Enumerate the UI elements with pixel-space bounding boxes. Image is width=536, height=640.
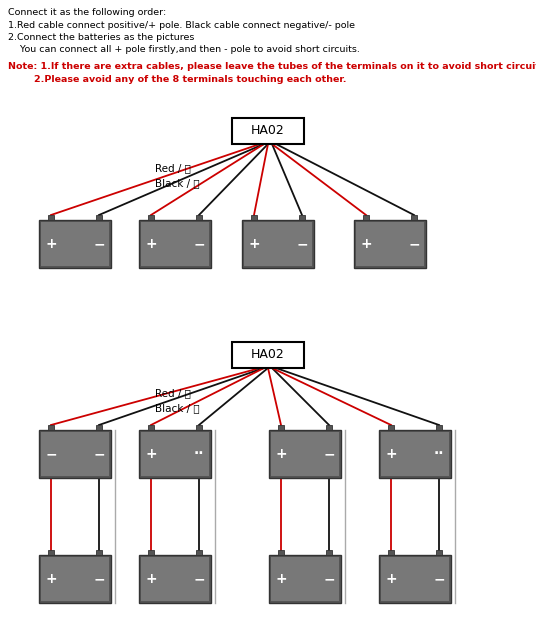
Bar: [196, 550, 202, 555]
Text: +: +: [145, 237, 157, 251]
Bar: [41, 222, 109, 266]
Text: −: −: [296, 237, 308, 251]
Text: ··: ··: [193, 447, 204, 461]
Bar: [379, 555, 451, 603]
Bar: [196, 425, 202, 430]
Bar: [271, 557, 339, 601]
Bar: [436, 550, 442, 555]
Text: You can connect all + pole firstly,and then - pole to avoid short circuits.: You can connect all + pole firstly,and t…: [8, 45, 360, 54]
Bar: [363, 215, 369, 220]
Bar: [278, 550, 284, 555]
Bar: [388, 425, 394, 430]
Bar: [141, 557, 209, 601]
Bar: [96, 550, 102, 555]
Text: +: +: [45, 237, 57, 251]
Bar: [278, 425, 284, 430]
Text: HA02: HA02: [251, 349, 285, 362]
Bar: [388, 550, 394, 555]
Bar: [379, 430, 451, 478]
Text: Red / 红: Red / 红: [155, 388, 191, 398]
Text: −: −: [45, 447, 57, 461]
Bar: [196, 215, 202, 220]
Bar: [141, 222, 209, 266]
Text: +: +: [385, 447, 397, 461]
Bar: [48, 550, 54, 555]
Text: 1.Red cable connect positive/+ pole. Black cable connect negative/- pole: 1.Red cable connect positive/+ pole. Bla…: [8, 20, 355, 29]
Bar: [436, 425, 442, 430]
Text: −: −: [323, 447, 335, 461]
Text: +: +: [145, 572, 157, 586]
Text: −: −: [408, 237, 420, 251]
Bar: [148, 425, 154, 430]
Bar: [381, 432, 449, 476]
Bar: [271, 432, 339, 476]
Bar: [139, 220, 211, 268]
Bar: [96, 425, 102, 430]
Bar: [299, 215, 305, 220]
Bar: [48, 215, 54, 220]
Text: −: −: [193, 237, 205, 251]
Bar: [48, 425, 54, 430]
Text: +: +: [45, 572, 57, 586]
Bar: [411, 215, 417, 220]
Text: +: +: [145, 447, 157, 461]
Text: HA02: HA02: [251, 125, 285, 138]
Text: Black / 黑: Black / 黑: [155, 178, 199, 188]
Bar: [232, 118, 304, 144]
Text: −: −: [193, 572, 205, 586]
Bar: [232, 342, 304, 368]
Bar: [41, 557, 109, 601]
Bar: [381, 557, 449, 601]
Text: −: −: [93, 447, 105, 461]
Text: −: −: [93, 572, 105, 586]
Bar: [269, 430, 341, 478]
Text: Connect it as the following order:: Connect it as the following order:: [8, 8, 166, 17]
Bar: [41, 432, 109, 476]
Bar: [139, 555, 211, 603]
Text: Red / 红: Red / 红: [155, 163, 191, 173]
Text: 2.Please avoid any of the 8 terminals touching each other.: 2.Please avoid any of the 8 terminals to…: [8, 74, 346, 83]
Text: ··: ··: [434, 447, 444, 461]
Text: +: +: [275, 572, 287, 586]
Text: Black / 黑: Black / 黑: [155, 403, 199, 413]
Bar: [39, 220, 111, 268]
Text: −: −: [93, 237, 105, 251]
Bar: [354, 220, 426, 268]
Bar: [96, 215, 102, 220]
Bar: [39, 430, 111, 478]
Bar: [39, 555, 111, 603]
Text: Note: 1.If there are extra cables, please leave the tubes of the terminals on it: Note: 1.If there are extra cables, pleas…: [8, 62, 536, 71]
Text: +: +: [385, 572, 397, 586]
Bar: [242, 220, 314, 268]
Bar: [269, 555, 341, 603]
Text: +: +: [275, 447, 287, 461]
Text: −: −: [433, 572, 445, 586]
Bar: [251, 215, 257, 220]
Bar: [326, 550, 332, 555]
Bar: [141, 432, 209, 476]
Text: +: +: [360, 237, 372, 251]
Bar: [356, 222, 424, 266]
Text: −: −: [323, 572, 335, 586]
Text: +: +: [248, 237, 260, 251]
Bar: [148, 215, 154, 220]
Bar: [148, 550, 154, 555]
Bar: [326, 425, 332, 430]
Bar: [139, 430, 211, 478]
Text: 2.Connect the batteries as the pictures: 2.Connect the batteries as the pictures: [8, 33, 195, 42]
Bar: [244, 222, 312, 266]
